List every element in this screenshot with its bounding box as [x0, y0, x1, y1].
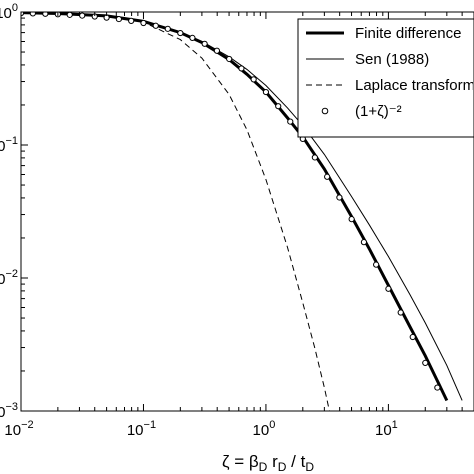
series-3-marker — [385, 285, 392, 292]
y-tick-exponent: −1 — [5, 135, 18, 147]
series-3-marker — [213, 47, 221, 54]
axis-ticks — [20, 11, 474, 412]
series-3-marker — [324, 173, 331, 180]
series-3-marker — [42, 12, 49, 17]
series-3-marker — [348, 216, 355, 223]
y-tick-base: 10 — [0, 271, 5, 288]
x-axis-label-subscript: D — [305, 460, 314, 474]
series-3-marker — [409, 333, 416, 341]
series-3-marker — [238, 65, 245, 72]
series-3-marker — [422, 359, 429, 366]
y-tick-exponent: 0 — [12, 2, 18, 14]
plot-area — [21, 12, 463, 411]
series-3-marker — [336, 194, 343, 201]
series-3-marker — [189, 34, 196, 41]
series-3-marker — [287, 118, 294, 125]
legend-entries: Finite difference Sen (1988) Laplace trans… — [306, 25, 474, 120]
x-axis-label-subscript: D — [278, 460, 287, 474]
x-tick-base: 10 — [127, 422, 144, 439]
series-3-marker — [311, 154, 318, 161]
series-3-marker — [177, 29, 184, 37]
series-3-marker — [360, 239, 368, 246]
series-3-marker — [201, 40, 208, 47]
series-3-marker — [152, 22, 159, 29]
x-tick-label: 10−1 — [127, 419, 156, 439]
series-3-marker — [66, 12, 73, 18]
x-tick-exponent: −1 — [144, 419, 157, 431]
y-tick-label: 10−2 — [0, 268, 18, 288]
x-axis-label-part: ζ = β — [222, 452, 259, 471]
y-tick-label: 10−3 — [0, 401, 18, 421]
legend-label-2: Laplace transform — [355, 77, 474, 94]
legend-label-1: Sen (1988) — [355, 51, 429, 68]
y-tick-base: 10 — [0, 138, 5, 155]
x-tick-label: 100 — [253, 419, 276, 439]
series-3-marker — [140, 19, 147, 27]
series-2-line — [21, 12, 330, 411]
series-3-marker — [250, 76, 257, 83]
series-3-marker — [373, 261, 380, 268]
x-tick-label: 10−2 — [4, 419, 33, 439]
x-tick-base: 10 — [375, 422, 392, 439]
x-tick-exponent: 0 — [269, 419, 275, 431]
series-3-marker — [434, 384, 441, 391]
x-axis-label-part: r — [267, 452, 278, 471]
series-3-marker — [226, 55, 233, 63]
series-3-marker — [397, 309, 404, 316]
series-3-marker — [79, 12, 86, 19]
series-3-marker — [262, 88, 270, 96]
series-3-marker — [29, 12, 36, 17]
x-tick-labels: 10−2 10−1 100 101 — [4, 419, 397, 439]
y-tick-exponent: −2 — [5, 268, 18, 280]
series-3-marker — [275, 103, 282, 110]
y-tick-label: 10−1 — [0, 135, 18, 155]
series-3-marker — [115, 15, 122, 23]
x-tick-exponent: −2 — [21, 419, 34, 431]
x-axis-label: ζ = βD​ rD​ / tD​ — [222, 452, 314, 474]
axes-frame — [20, 11, 474, 412]
series-3-marker — [21, 12, 25, 17]
legend-label-3: (1+ζ)⁻² — [355, 103, 402, 120]
y-tick-exponent: −3 — [5, 401, 18, 413]
x-tick-base: 10 — [4, 422, 21, 439]
legend-swatch-3 — [321, 107, 329, 115]
y-tick-label: 100 — [0, 2, 18, 22]
legend-label-0: Finite difference — [355, 25, 461, 42]
legend-box — [297, 18, 474, 138]
series-3-marker — [164, 25, 171, 32]
series-3-marker — [128, 17, 135, 24]
x-tick-exponent: 1 — [392, 419, 398, 431]
y-tick-base: 10 — [0, 5, 12, 22]
x-tick-label: 101 — [375, 419, 398, 439]
x-axis-label-subscript: D — [259, 460, 268, 474]
x-tick-base: 10 — [253, 422, 270, 439]
legend: Finite difference Sen (1988) Laplace trans… — [297, 18, 474, 138]
y-tick-base: 10 — [0, 404, 5, 421]
x-axis-label-part: / t — [286, 452, 305, 471]
